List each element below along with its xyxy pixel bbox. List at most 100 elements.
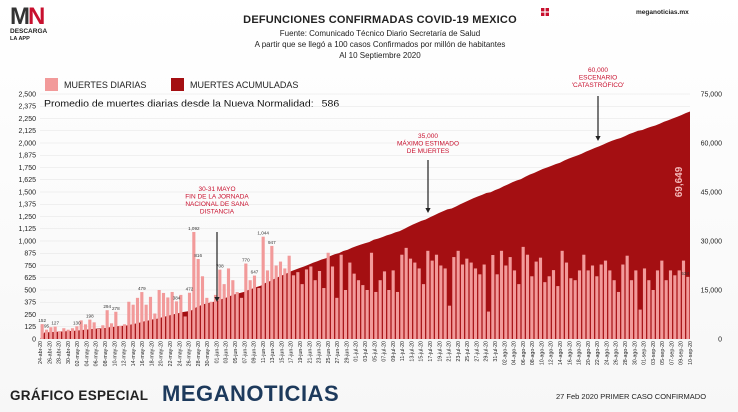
logo-mark: MN (10, 3, 45, 30)
annotation-arrow-head (595, 136, 601, 141)
x-tick-label: 16-may-20 (140, 341, 146, 366)
x-tick-label: 18-may-20 (149, 341, 155, 366)
footer-brand-logo: MEGANOTICIAS (162, 381, 340, 406)
x-tick-label: 20-ago-20 (586, 341, 592, 365)
daily-bar (270, 245, 274, 339)
daily-bar (343, 290, 348, 339)
x-tick-label: 11-jun-20 (261, 341, 267, 363)
daily-bar (161, 292, 166, 339)
daily-bar (131, 304, 135, 339)
daily-bar (486, 311, 491, 339)
daily-bar (417, 268, 421, 339)
daily-bar (335, 297, 339, 339)
legend-cumulative: MUERTES ACUMULADAS (171, 78, 298, 91)
daily-bar (309, 266, 313, 339)
x-tick-label: 28-may-20 (196, 341, 202, 366)
daily-bar (75, 326, 79, 339)
y-left-tick: 2,500 (18, 91, 36, 98)
x-tick-label: 21-jul-20 (447, 341, 453, 362)
daily-bar (638, 309, 642, 339)
daily-bar (681, 260, 686, 339)
daily-bar (127, 301, 131, 339)
footer-first-case: 27 Feb 2020 PRIMER CASO CONFIRMADO (556, 392, 707, 401)
x-tick-label: 03-sep-20 (651, 341, 657, 365)
x-tick-label: 24-may-20 (177, 341, 183, 366)
daily-bar (517, 284, 521, 339)
annotation-line: FIN DE LA JORNADA (185, 194, 249, 201)
daily-bar (196, 259, 200, 339)
y-left-tick: 875 (24, 251, 36, 258)
daily-bar (356, 280, 361, 339)
daily-bar (62, 328, 66, 339)
data-label: 152 (38, 318, 46, 323)
daily-bar (369, 252, 374, 339)
daily-bar (144, 304, 148, 339)
data-label: 384 (173, 295, 181, 300)
x-tick-label: 17-jun-20 (289, 341, 295, 363)
x-tick-label: 07-jun-20 (242, 341, 248, 363)
y-left-tick: 375 (24, 300, 36, 307)
daily-bar (452, 257, 456, 339)
daily-bar (634, 270, 638, 339)
legend-cumulative-label: MUERTES ACUMULADAS (190, 79, 299, 90)
daily-bar (109, 323, 114, 339)
daily-bar (157, 290, 161, 339)
daily-bar (365, 290, 369, 339)
annotation-line: MÁXIMO ESTIMADO (397, 139, 459, 148)
data-label: 198 (86, 314, 94, 319)
x-tick-label: 29-jul-20 (484, 341, 490, 362)
legend-cumulative-swatch (171, 78, 184, 91)
daily-bar (222, 284, 226, 339)
daily-bar (478, 274, 482, 339)
x-tick-label: 06-may-20 (94, 341, 100, 366)
chart-header: DEFUNCIONES CONFIRMADAS COVID-19 MEXICO … (160, 12, 600, 61)
y-left-tick: 750 (24, 263, 36, 270)
daily-bar (40, 324, 44, 339)
daily-bar (66, 329, 70, 339)
daily-bar (668, 270, 673, 339)
daily-bar (140, 292, 144, 339)
y-left-tick: 2,375 (18, 104, 36, 111)
x-tick-label: 09-sep-20 (679, 341, 685, 365)
chart-title: DEFUNCIONES CONFIRMADAS COVID-19 MEXICO (243, 14, 517, 26)
app-logo[interactable]: MN DESCARGA LA APP (10, 3, 50, 46)
daily-bar (504, 265, 508, 339)
daily-bar (564, 262, 569, 339)
daily-bar (96, 329, 101, 339)
data-label: 127 (51, 321, 59, 326)
daily-bar (651, 290, 655, 339)
data-label: 130 (73, 320, 81, 325)
daily-bar (291, 275, 296, 339)
daily-bar (625, 255, 629, 339)
data-label: 479 (138, 286, 146, 291)
daily-bar (179, 294, 183, 339)
daily-bar (114, 311, 118, 339)
daily-bar (439, 265, 443, 339)
daily-bar (339, 254, 343, 339)
daily-bar (170, 291, 174, 339)
x-tick-label: 11-jul-20 (400, 341, 406, 361)
daily-bar (443, 268, 447, 339)
daily-bar (421, 284, 426, 339)
daily-bar (213, 294, 218, 339)
daily-bar (391, 270, 395, 339)
x-tick-label: 21-jun-20 (307, 341, 313, 363)
cumulative-total-label: 69,649 (674, 166, 685, 197)
annotation-text: 60,000 ESCENARIO 'CATASTRÓFICO' (572, 67, 624, 89)
daily-bar (244, 263, 248, 339)
x-tick-label: 18-ago-20 (577, 341, 583, 365)
x-tick-label: 27-jul-20 (474, 341, 480, 362)
daily-bar (621, 264, 625, 339)
x-tick-label: 03-jun-20 (224, 341, 230, 363)
daily-bar (499, 250, 504, 339)
data-label: 95 (44, 324, 50, 329)
x-tick-label: 12-ago-20 (549, 341, 555, 365)
data-label: 278 (112, 306, 120, 311)
y-right-tick: 75,000 (701, 91, 723, 98)
daily-bar (508, 257, 512, 339)
daily-bar (265, 270, 270, 339)
daily-bar (88, 319, 92, 339)
x-tick-label: 03-jul-20 (363, 341, 369, 362)
x-tick-label: 09-jun-20 (252, 341, 258, 363)
